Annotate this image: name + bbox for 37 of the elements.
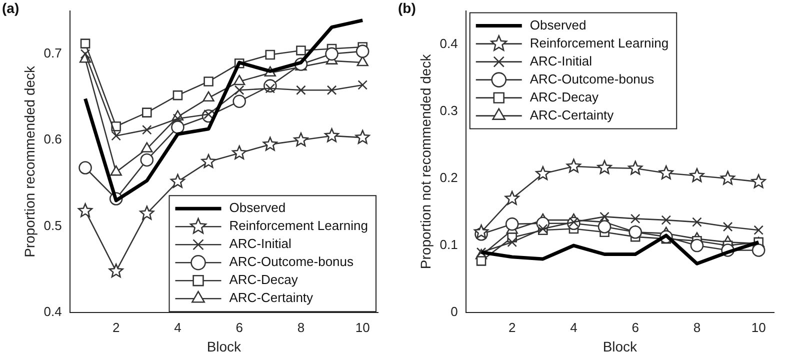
legend-label: ARC-Certainty	[530, 107, 614, 122]
legend-label: ARC-Outcome-bonus	[229, 254, 354, 270]
legend-label: ARC-Outcome-bonus	[530, 71, 655, 86]
legend-label: ARC-Decay	[229, 272, 298, 288]
y-tick-label: 0.2	[440, 170, 458, 186]
x-tick-label: 6	[632, 320, 639, 335]
legend-label: Reinforcement Learning	[530, 35, 669, 50]
x-axis-title: Block	[206, 338, 242, 354]
legend-label: ARC-Initial	[229, 236, 292, 252]
y-tick-label: 0.4	[44, 304, 62, 320]
y-tick-label: 0.3	[440, 102, 458, 118]
chart-title: (a)	[2, 0, 20, 16]
x-tick-label: 4	[174, 320, 182, 335]
y-axis-title: Proportion not recommended deck	[417, 53, 434, 270]
legend-label: ARC-Decay	[530, 89, 599, 104]
x-tick-label: 6	[236, 320, 243, 335]
y-tick-label: 0.5	[44, 218, 62, 233]
y-tick-label: 0.6	[44, 132, 62, 147]
x-tick-label: 4	[570, 320, 578, 335]
y-tick-label: 0	[450, 304, 458, 320]
legend-label: ARC-Initial	[530, 53, 592, 68]
x-tick-label: 2	[112, 320, 120, 335]
x-tick-label: 2	[508, 320, 516, 335]
chart-title: (b)	[398, 0, 416, 16]
y-tick-label: 0.7	[44, 45, 62, 60]
x-tick-label: 10	[355, 320, 370, 335]
x-axis-title: Block	[602, 338, 638, 354]
legend-label: ARC-Certainty	[229, 290, 314, 306]
x-tick-label: 10	[751, 320, 766, 335]
legend-label: Observed	[530, 17, 586, 32]
y-tick-label: 0.1	[440, 237, 458, 252]
x-tick-label: 8	[693, 320, 701, 335]
y-tick-label: 0.4	[440, 36, 458, 51]
legend-label: Reinforcement Learning	[229, 218, 368, 234]
y-axis-title: Proportion recommended deck	[21, 64, 38, 258]
x-tick-label: 8	[297, 320, 305, 335]
legend-label: Observed	[229, 200, 286, 216]
